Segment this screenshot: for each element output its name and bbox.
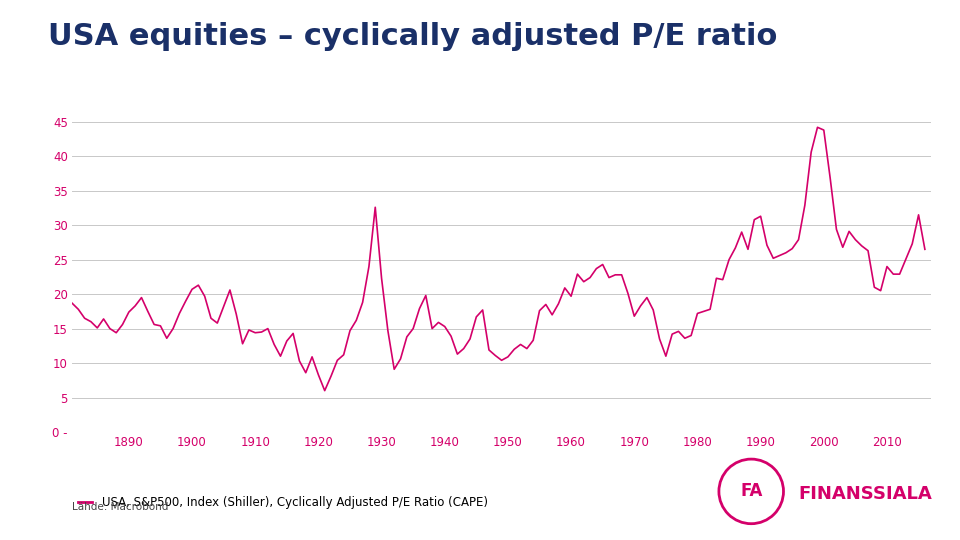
Text: FA: FA — [740, 482, 762, 501]
Text: USA equities – cyclically adjusted P/E ratio: USA equities – cyclically adjusted P/E r… — [48, 22, 778, 51]
Text: Lähde: Macrobond: Lähde: Macrobond — [72, 502, 168, 512]
Legend: USA, S&P500, Index (Shiller), Cyclically Adjusted P/E Ratio (CAPE): USA, S&P500, Index (Shiller), Cyclically… — [78, 496, 488, 509]
Text: FINANSSIALA: FINANSSIALA — [799, 485, 932, 503]
